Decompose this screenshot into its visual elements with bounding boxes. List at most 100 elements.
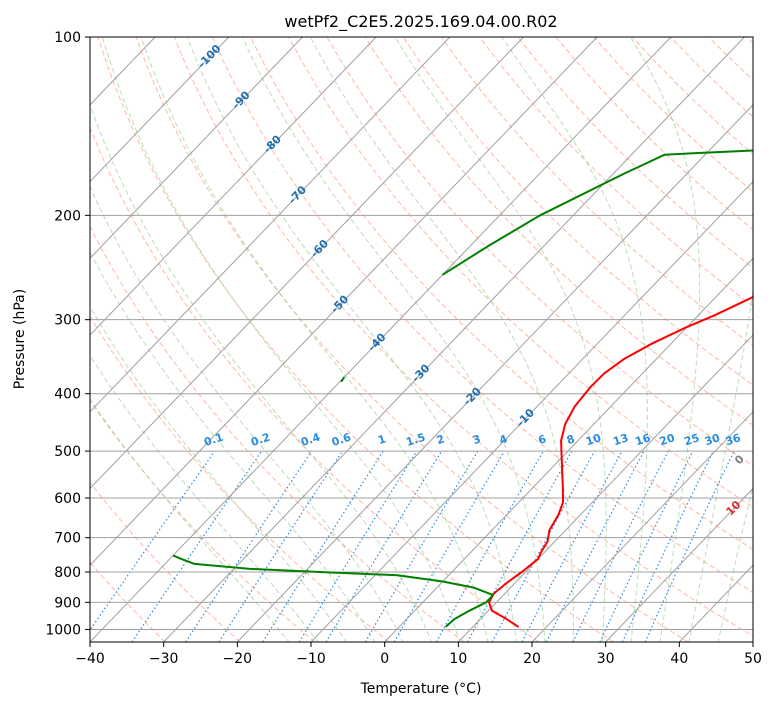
y-tick-label: 800 — [54, 565, 81, 581]
moist-adiabat-line — [242, 37, 546, 642]
mixing-ratio-line — [131, 450, 263, 642]
isotherm-line — [236, 104, 753, 642]
isotherm-line — [90, 37, 524, 490]
isotherm-line — [90, 37, 672, 642]
mixing-ratio-label: 10 — [584, 431, 603, 448]
isotherm-line — [90, 37, 598, 566]
moist-adiabat-line — [90, 306, 347, 642]
isotherm-line — [90, 37, 303, 260]
moist-adiabat-line — [90, 250, 376, 642]
mixing-ratio-label: 16 — [634, 431, 653, 448]
moist-adiabat-line — [90, 103, 432, 642]
y-axis-title: Pressure (hPa) — [12, 289, 28, 389]
moist-adiabat-line — [140, 37, 489, 642]
dry-adiabat-line — [90, 399, 316, 642]
x-tick-label: 30 — [597, 651, 615, 667]
mixing-ratio-label: 20 — [658, 431, 677, 448]
moist-adiabat-line — [501, 37, 648, 642]
dry-adiabat-line — [90, 561, 166, 642]
mixing-ratio-label: 6 — [537, 432, 549, 447]
mixing-ratio-label: 25 — [683, 431, 702, 448]
isotherm-line — [457, 334, 753, 642]
y-tick-label: 300 — [54, 313, 81, 329]
x-tick-label: −10 — [296, 651, 326, 667]
moist-adiabat-line — [630, 37, 701, 642]
mixing-ratio-label: 1 — [376, 432, 387, 447]
mixing-ratio-line — [298, 450, 418, 642]
dewpoint-profile — [441, 149, 753, 276]
mixing-ratio-label: 0.1 — [202, 431, 225, 449]
isotherm-line — [531, 411, 753, 642]
mixing-ratio-label: 36 — [724, 431, 743, 448]
mixing-ratio-line — [90, 450, 216, 632]
dry-adiabat-line — [440, 37, 753, 346]
mixing-ratio-line — [466, 450, 573, 642]
x-axis-title: Temperature (°C) — [360, 681, 482, 697]
dewpoint-profile — [172, 554, 495, 628]
mixing-ratio-label: 3 — [471, 432, 482, 447]
mixing-ratio-line — [185, 450, 313, 642]
isotherm-line — [163, 37, 745, 642]
x-tick-label: 0 — [380, 651, 389, 667]
y-tick-label: 200 — [54, 208, 81, 224]
temperature-profile — [488, 295, 753, 628]
mixing-ratio-label: 2 — [435, 432, 446, 447]
x-tick-label: −30 — [149, 651, 179, 667]
isotherm-line — [90, 37, 451, 413]
moist-adiabat-line — [186, 37, 518, 642]
x-tick-label: −20 — [223, 651, 253, 667]
dry-adiabat-line — [211, 37, 753, 593]
x-tick-label: 40 — [670, 651, 688, 667]
moist-adiabat-line — [717, 483, 753, 642]
moist-adiabat-line — [90, 354, 319, 642]
dry-adiabat-line — [90, 315, 390, 642]
mixing-ratio-label: 4 — [498, 432, 510, 447]
mixing-ratio-line — [572, 450, 669, 642]
y-tick-label: 1000 — [45, 622, 81, 638]
dry-adiabat-line — [288, 37, 753, 508]
mixing-ratio-line — [545, 450, 645, 642]
y-tick-label: 700 — [54, 531, 81, 547]
isotherm-line — [90, 37, 377, 336]
axes: −40 −30 −20 −10 0 10 20 30 40 5010020030040050060… — [45, 30, 762, 667]
moist-adiabat-line — [90, 185, 404, 642]
x-tick-label: 10 — [449, 651, 467, 667]
mixing-ratio-label: 30 — [703, 431, 722, 448]
isotherm-line — [605, 487, 753, 642]
plot-frame — [89, 36, 754, 643]
dry-adiabat-line — [135, 37, 689, 642]
moist-adiabat-line — [688, 288, 753, 642]
dry-adiabat-line — [90, 126, 540, 642]
moist-adiabat-line — [101, 37, 461, 642]
mixing-ratio-label: 0.4 — [299, 430, 322, 448]
moist-adiabat-line — [90, 398, 290, 642]
dry-adiabat-line — [364, 37, 753, 426]
y-tick-label: 900 — [54, 595, 81, 611]
dry-adiabat-line — [479, 37, 753, 307]
y-tick-label: 600 — [54, 491, 81, 507]
mixing-ratio-label: 13 — [611, 431, 630, 448]
mixing-ratio-line — [325, 450, 443, 642]
dewpoint-profile — [340, 376, 346, 383]
dry-adiabat-line — [97, 37, 614, 642]
chart-title: wetPf2_C2E5.2025.169.04.00.R02 — [284, 12, 557, 32]
mixing-ratio-label: 0.2 — [249, 431, 272, 449]
x-tick-label: 50 — [744, 651, 762, 667]
y-tick-label: 500 — [54, 444, 81, 460]
isotherm-line — [384, 257, 753, 642]
x-tick-label: 20 — [523, 651, 541, 667]
isotherm-line — [310, 180, 753, 642]
y-tick-label: 400 — [54, 387, 81, 403]
mixing-ratio-line — [218, 450, 343, 642]
isotherm-line — [90, 37, 230, 183]
y-tick-label: 100 — [54, 30, 81, 46]
mixing-ratio-line — [262, 450, 384, 642]
plot-area: -100-90-80-70-60-50-40-30-20-10010203040… — [90, 37, 753, 642]
mixing-ratio-label: 8 — [565, 432, 576, 447]
mixing-ratio-label: 0.6 — [330, 430, 353, 448]
mixing-ratio-label: 1.5 — [404, 431, 427, 449]
dry-adiabat-line — [250, 37, 753, 551]
mixing-ratio-line — [435, 450, 544, 642]
x-tick-label: −40 — [75, 651, 105, 667]
